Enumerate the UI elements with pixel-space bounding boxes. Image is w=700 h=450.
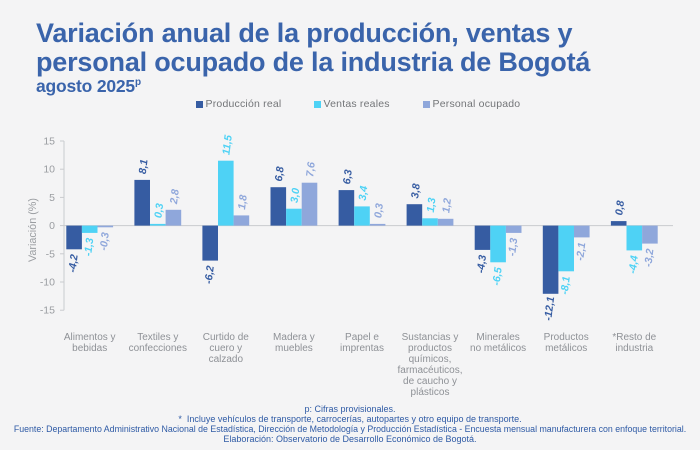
svg-text:0,8: 0,8	[613, 200, 627, 216]
svg-text:0,3: 0,3	[152, 203, 166, 219]
svg-text:5: 5	[49, 192, 55, 204]
svg-text:-12,1: -12,1	[542, 296, 557, 322]
svg-text:Variación (%): Variación (%)	[27, 198, 39, 262]
svg-text:1,2: 1,2	[440, 197, 454, 213]
svg-text:0,3: 0,3	[372, 203, 386, 219]
svg-text:-15: -15	[40, 305, 55, 317]
svg-text:-10: -10	[40, 277, 55, 289]
svg-text:3,8: 3,8	[409, 183, 423, 199]
svg-text:-0,3: -0,3	[98, 232, 112, 252]
svg-text:3,0: 3,0	[289, 187, 303, 203]
svg-text:7,6: 7,6	[304, 161, 318, 177]
svg-text:6,3: 6,3	[341, 169, 355, 185]
svg-text:-6,5: -6,5	[491, 266, 505, 287]
svg-text:1,3: 1,3	[425, 197, 439, 213]
svg-text:10: 10	[43, 164, 55, 176]
svg-text:8,1: 8,1	[137, 159, 151, 175]
svg-text:-2,1: -2,1	[574, 242, 588, 262]
svg-text:-4,2: -4,2	[67, 254, 81, 274]
svg-text:3,4: 3,4	[357, 185, 371, 201]
svg-text:-8,1: -8,1	[559, 276, 573, 296]
svg-text:15: 15	[43, 136, 55, 148]
svg-text:-4,4: -4,4	[627, 255, 641, 275]
svg-text:-3,2: -3,2	[642, 248, 656, 268]
svg-text:2,8: 2,8	[168, 188, 182, 205]
svg-text:-6,2: -6,2	[203, 265, 217, 285]
svg-text:-5: -5	[46, 248, 55, 260]
svg-text:-4,3: -4,3	[475, 254, 489, 274]
svg-text:6,8: 6,8	[273, 166, 287, 182]
svg-text:1,8: 1,8	[236, 194, 250, 210]
svg-text:11,5: 11,5	[220, 133, 234, 155]
svg-text:-1,3: -1,3	[506, 237, 520, 257]
svg-text:0: 0	[49, 220, 55, 232]
svg-text:-1,3: -1,3	[82, 237, 96, 257]
